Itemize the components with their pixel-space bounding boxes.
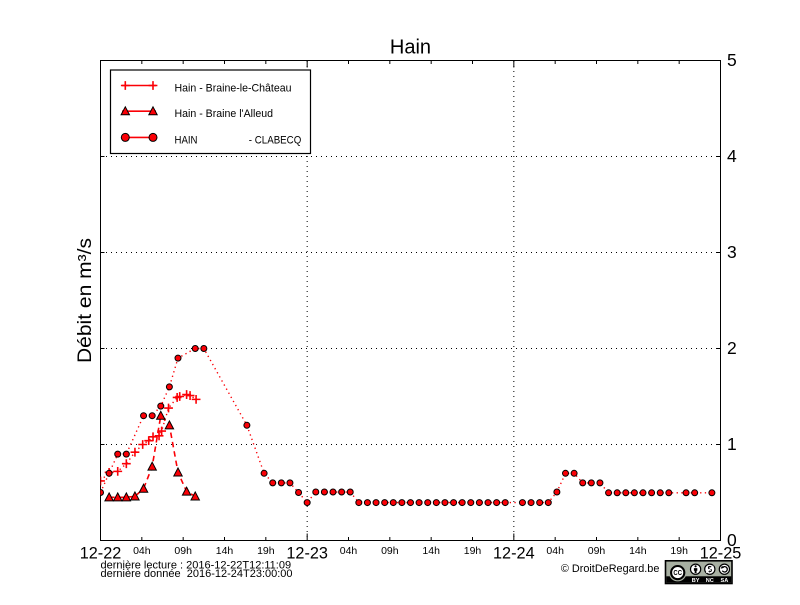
svg-text:© DroitDeRegard.be: © DroitDeRegard.be (561, 563, 660, 575)
svg-text:dernière donnée 2016-12-24T23: dernière donnée 2016-12-24T23:00:00 (101, 568, 293, 580)
svg-text:Hain - Braine l'Alleud: Hain - Braine l'Alleud (175, 108, 274, 120)
svg-text:14h: 14h (422, 545, 440, 557)
svg-text:Hain: Hain (390, 37, 431, 59)
svg-text:12-25: 12-25 (700, 544, 742, 563)
svg-text:dernière lecture : 2016-12-22T: dernière lecture : 2016-12-22T12:11:09 (101, 560, 292, 572)
svg-text:3: 3 (727, 242, 737, 262)
svg-text:1: 1 (727, 434, 737, 454)
svg-text:04h: 04h (133, 545, 151, 557)
svg-text:0: 0 (727, 530, 737, 550)
svg-text:Débit en m³/s: Débit en m³/s (75, 238, 96, 363)
svg-text:Hain - Braine-le-Château: Hain - Braine-le-Château (175, 82, 292, 94)
svg-text:04h: 04h (546, 545, 564, 557)
svg-text:19h: 19h (464, 545, 482, 557)
svg-text:09h: 09h (588, 545, 606, 557)
svg-text:BY: BY (692, 578, 700, 584)
svg-text:04h: 04h (340, 545, 358, 557)
svg-text:19h: 19h (670, 545, 688, 557)
svg-text:CC: CC (673, 568, 682, 577)
svg-text:12-22: 12-22 (80, 544, 122, 563)
svg-text:14h: 14h (216, 545, 234, 557)
svg-text:2: 2 (727, 338, 737, 358)
svg-text:4: 4 (727, 146, 737, 166)
svg-text:09h: 09h (174, 545, 192, 557)
svg-text:HAIN: HAIN (175, 134, 198, 146)
svg-text:$: $ (708, 565, 713, 574)
svg-text:SA: SA (721, 578, 729, 584)
svg-text:19h: 19h (257, 545, 275, 557)
svg-text:- CLABECQ: - CLABECQ (249, 134, 301, 146)
svg-text:14h: 14h (629, 545, 647, 557)
svg-text:12-23: 12-23 (286, 544, 328, 563)
svg-text:12-24: 12-24 (493, 544, 535, 563)
svg-text:NC: NC (706, 578, 714, 584)
svg-text:5: 5 (727, 50, 737, 70)
svg-text:09h: 09h (381, 545, 399, 557)
